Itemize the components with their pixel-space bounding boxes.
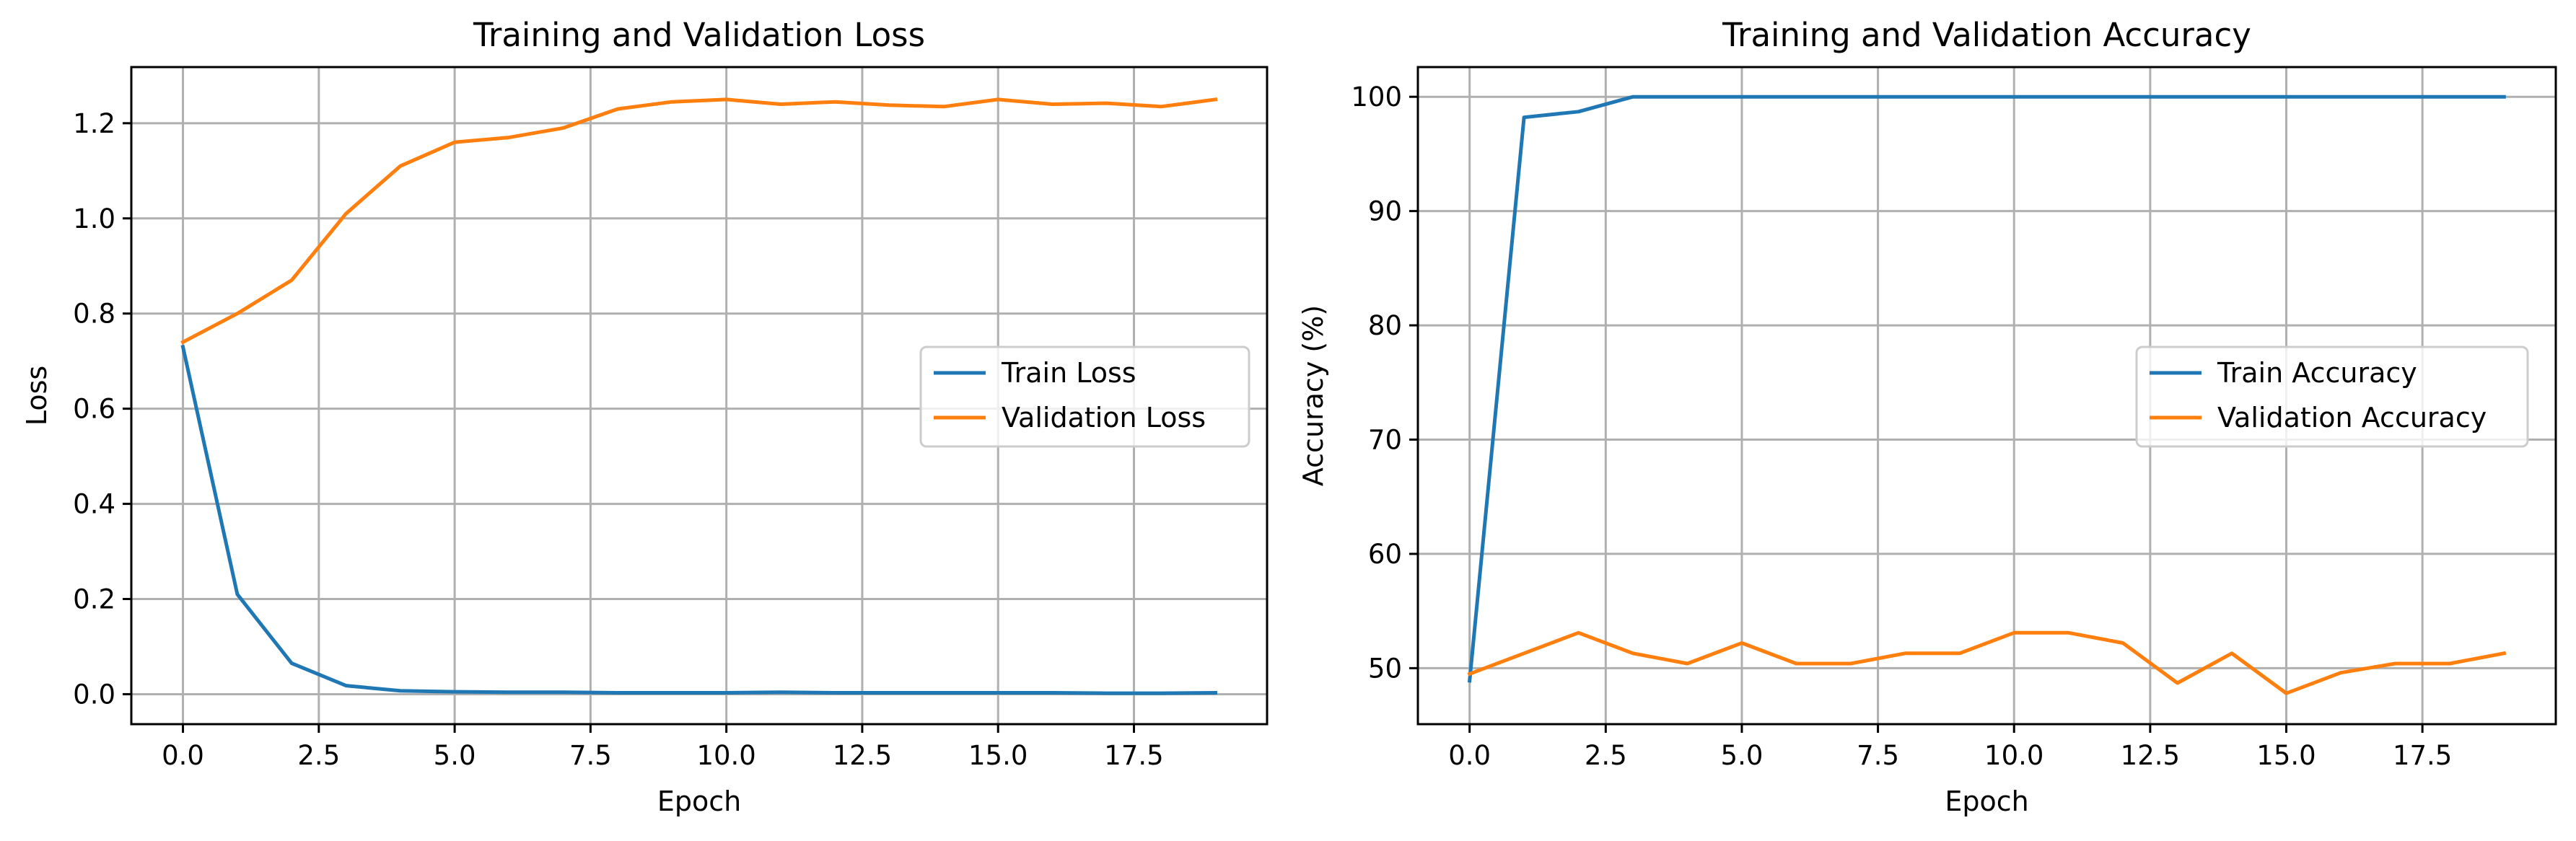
y-tick-label: 0.4 (73, 489, 115, 520)
x-tick-label: 10.0 (1984, 740, 2043, 771)
y-tick-label: 100 (1351, 82, 1402, 113)
plot-frame (130, 66, 1269, 726)
x-tick-label: 12.5 (2121, 740, 2180, 771)
x-tick-label: 15.0 (968, 740, 1028, 771)
y-tick-label: 0.0 (73, 679, 115, 710)
y-tick-label: 0.2 (73, 584, 115, 615)
legend-label: Validation Accuracy (2217, 402, 2487, 433)
plot-frame (1416, 66, 2557, 726)
y-axis-label: Accuracy (%) (1297, 305, 1329, 486)
y-tick-label: 1.0 (73, 203, 115, 234)
chart-title: Training and Validation Loss (473, 16, 925, 54)
y-tick-label: 60 (1368, 539, 1402, 570)
x-tick-label: 7.5 (1857, 740, 1899, 771)
accuracy-chart: 0.0 2.5 5.0 7.5 10.0 12.5 15.0 17.5 50 60 70 80 90 10… (1297, 16, 2557, 817)
series-line-validation-loss (180, 97, 1218, 345)
x-tick-label: 5.0 (1721, 740, 1764, 771)
x-tick-label: 2.5 (1585, 740, 1627, 771)
legend-label: Train Loss (1001, 357, 1136, 389)
x-tick-label: 0.0 (162, 740, 204, 771)
x-tick-label: 17.5 (1104, 740, 1163, 771)
x-tick-label: 7.5 (569, 740, 612, 771)
y-tick-label: 50 (1368, 653, 1402, 684)
x-tick-label: 17.5 (2393, 740, 2452, 771)
legend-box (919, 345, 1250, 448)
x-axis-label: Epoch (657, 785, 741, 817)
y-tick-label: 0.6 (73, 394, 115, 425)
loss-chart: 0.0 2.5 5.0 7.5 10.0 12.5 15.0 17.5 0.0 0.2 0.4 0.6… (21, 16, 1269, 817)
x-axis-label: Epoch (1945, 785, 2028, 817)
y-tick-label: 0.8 (73, 299, 115, 330)
x-tick-label: 2.5 (297, 740, 340, 771)
chart-title: Training and Validation Accuracy (1722, 16, 2251, 54)
x-tick-label: 0.0 (1448, 740, 1491, 771)
legend-label: Validation Loss (1002, 402, 1206, 433)
series-line-train-accuracy (1467, 94, 2506, 683)
x-tick-label: 12.5 (833, 740, 892, 771)
series-line-train-loss (180, 344, 1218, 695)
y-tick-label: 90 (1368, 196, 1402, 227)
legend: Train Loss Validation Loss (919, 345, 1250, 448)
series-line-validation-accuracy (1467, 630, 2507, 695)
legend-box (2135, 345, 2529, 448)
legend-label: Train Accuracy (2217, 357, 2417, 389)
legend: Train Accuracy Validation Accuracy (2135, 345, 2529, 448)
y-tick-label: 1.2 (73, 108, 115, 139)
x-tick-label: 5.0 (434, 740, 476, 771)
x-tick-label: 15.0 (2256, 740, 2316, 771)
x-tick-label: 10.0 (696, 740, 755, 771)
y-tick-label: 80 (1368, 310, 1402, 341)
y-axis-label: Loss (21, 366, 53, 426)
y-tick-label: 70 (1368, 424, 1402, 455)
